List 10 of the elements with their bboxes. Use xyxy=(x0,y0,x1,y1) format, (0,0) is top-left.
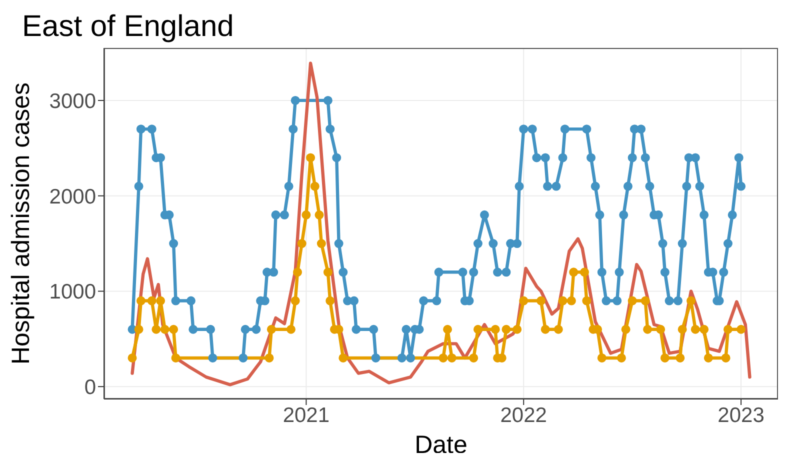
y-tick-label: 3000 xyxy=(49,90,96,113)
chart-title: East of England xyxy=(22,10,234,44)
y-tick-label: 2000 xyxy=(49,185,96,208)
x-tick-label: 2022 xyxy=(500,404,547,427)
y-tick-label: 1000 xyxy=(49,280,96,304)
x-tick-label: 2021 xyxy=(282,404,330,427)
y-tick-label: 0 xyxy=(84,376,96,400)
y-axis-title: Hospital admission cases xyxy=(6,82,35,365)
x-axis-title: Date xyxy=(414,431,468,459)
x-tick-label: 2023 xyxy=(718,404,764,427)
